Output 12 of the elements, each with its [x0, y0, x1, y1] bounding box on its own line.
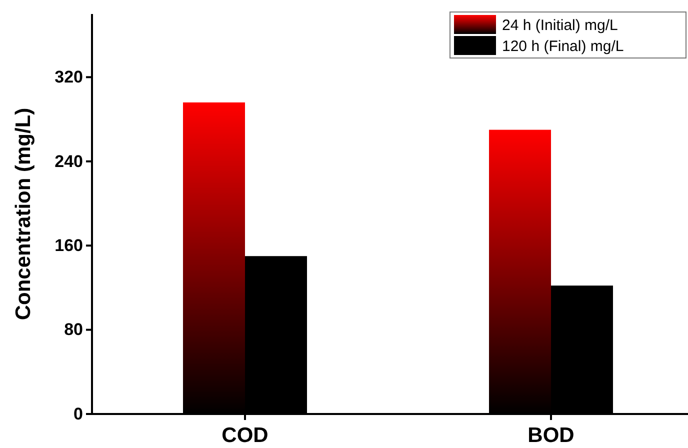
x-tick-label: COD [222, 424, 268, 447]
legend-label: 24 h (Initial) mg/L [502, 17, 618, 34]
y-tick-label: 320 [54, 68, 83, 87]
y-axis-title: Concentration (mg/L) [12, 108, 35, 320]
x-tick-label: BOD [528, 424, 574, 447]
bar [489, 130, 551, 414]
legend-label: 120 h (Final) mg/L [502, 38, 624, 55]
y-tick-label: 80 [64, 320, 83, 340]
y-tick-label: 0 [74, 404, 83, 424]
bar [183, 102, 245, 414]
y-tick-label: 240 [54, 152, 83, 171]
y-tick-label: 160 [54, 236, 83, 256]
